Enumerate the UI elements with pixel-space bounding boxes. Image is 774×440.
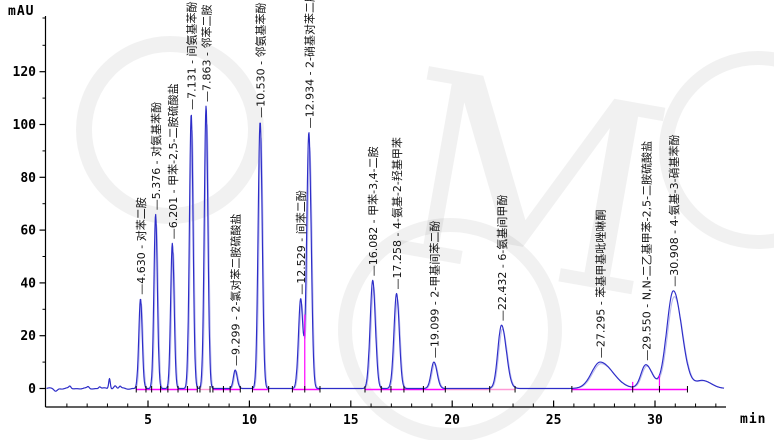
integration-marks	[135, 314, 688, 393]
peak-label: —27.295 - 苯基甲基吡唑啉酮	[594, 210, 608, 358]
peak-label: —5.376 - 对氨基苯酚	[149, 102, 163, 210]
peak-label: —22.432 - 6-氨基间甲酚	[495, 195, 509, 321]
main-trace	[46, 105, 725, 392]
y-tick-label: 60	[20, 224, 36, 239]
peak-label: —10.530 - 邻氨基苯酚	[254, 2, 268, 117]
peak-label: —6.201 - 甲苯-2,5-二胺硫酸盐	[166, 83, 180, 239]
x-tick-label: 20	[444, 413, 460, 428]
peak-label: —12.934 - 2-硝基对苯二胺	[302, 0, 316, 128]
y-tick-label: 0	[28, 382, 36, 397]
peak-label: —30.908 - 4-氨基-3-硝基苯酚	[667, 134, 681, 286]
peak-label: —19.099 - 2-甲基间苯二酚	[427, 221, 441, 358]
peak-label: —16.082 - 甲苯-3,4-二胺	[366, 146, 380, 276]
x-tick-label: 5	[144, 413, 152, 428]
y-axis-unit-label: mAU	[8, 4, 35, 19]
watermark-circle	[338, 218, 562, 440]
x-tick-label: 25	[546, 413, 562, 428]
x-tick-label: 30	[647, 413, 663, 428]
y-tick-label: 40	[20, 276, 36, 291]
axes: 0 20 40 60 80 100 120 5 10 15 20 25 30	[13, 16, 726, 428]
main-trace-path	[46, 105, 725, 392]
y-tick-label: 80	[20, 171, 36, 186]
x-axis-unit-label: min	[740, 412, 767, 427]
peak-label: —4.630 - 对苯二胺	[134, 197, 148, 294]
watermark-circle	[659, 51, 774, 249]
y-tick-label: 100	[13, 118, 37, 133]
y-tick-label: 20	[20, 329, 36, 344]
peak-label: —7.131 - 间氨基苯酚	[185, 1, 199, 109]
peak-label: —9.299 - 2-氯对苯二胺硫酸盐	[229, 214, 243, 366]
y-tick-label: 120	[13, 65, 37, 80]
peak-label: —29.550 - N,N-二乙基甲苯-2,5-二胺硫酸盐	[639, 141, 653, 361]
peak-label: —7.863 - 邻苯二胺	[200, 5, 214, 102]
peak-labels: —4.630 - 对苯二胺—5.376 - 对氨基苯酚 —6.201 - 甲苯-2…	[134, 0, 681, 366]
watermark-circle	[76, 36, 264, 224]
peak-label: —17.258 - 4-氨基-2-羟基甲苯	[390, 137, 404, 289]
peak-label: —12.529 - 间苯二酚	[294, 190, 308, 294]
watermark: M	[76, 14, 774, 440]
watermark-letter: M	[373, 14, 688, 358]
x-tick-label: 15	[343, 413, 359, 428]
x-tick-label: 10	[242, 413, 258, 428]
